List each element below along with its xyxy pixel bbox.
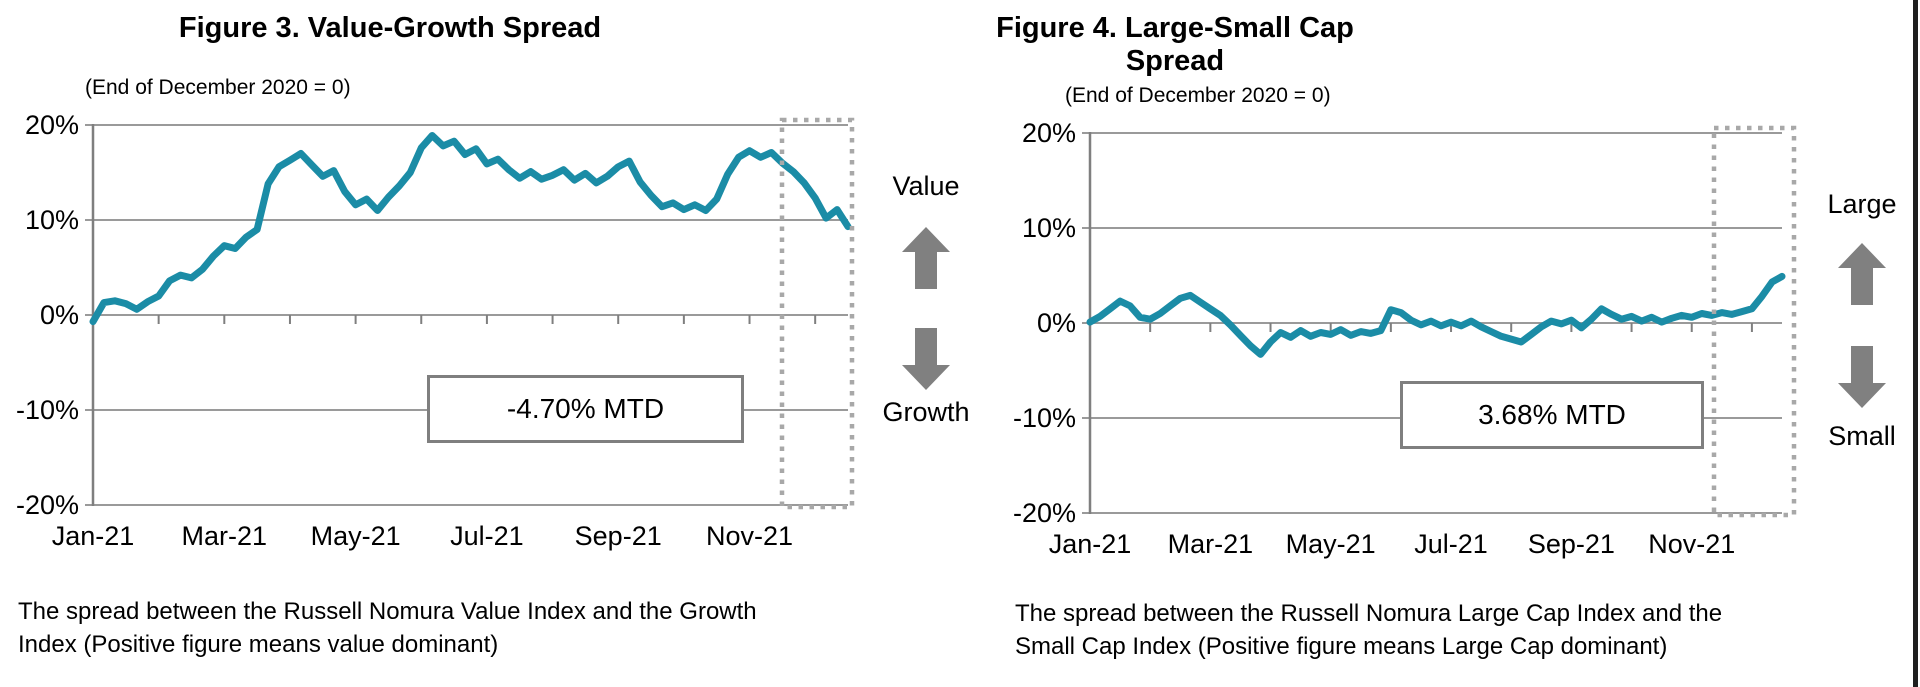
- x-tick-label: Mar-21: [181, 521, 268, 551]
- page-edge-line: [1913, 0, 1918, 687]
- x-tick-label: May-21: [1285, 529, 1376, 559]
- y-tick-label: -20%: [15, 490, 79, 520]
- y-tick-label: 20%: [24, 110, 79, 140]
- y-tick-label: 10%: [1021, 213, 1076, 243]
- x-tick-label: Jan-21: [1048, 529, 1132, 559]
- y-tick-label: 10%: [24, 205, 79, 235]
- y-tick-label: 20%: [1021, 118, 1076, 148]
- y-tick-label: -20%: [1012, 498, 1076, 528]
- y-tick-label: 0%: [39, 300, 79, 330]
- x-tick-label: Mar-21: [1167, 529, 1254, 559]
- x-tick-label: Jul-21: [450, 521, 524, 551]
- x-tick-label: Sep-21: [1527, 529, 1615, 559]
- x-tick-label: Nov-21: [1648, 529, 1736, 559]
- x-tick-label: Jan-21: [51, 521, 135, 551]
- x-tick-label: Nov-21: [705, 521, 794, 551]
- x-tick-label: Sep-21: [574, 521, 662, 551]
- y-tick-label: -10%: [1012, 403, 1076, 433]
- x-tick-label: May-21: [310, 521, 401, 551]
- y-tick-label: -10%: [15, 395, 79, 425]
- x-tick-label: Jul-21: [1414, 529, 1488, 559]
- y-tick-label: 0%: [1036, 308, 1076, 338]
